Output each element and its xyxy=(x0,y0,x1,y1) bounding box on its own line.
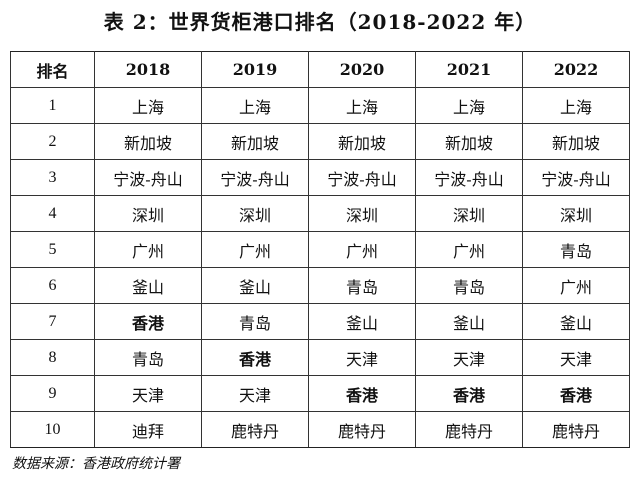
port-cell: 香港 xyxy=(94,303,202,340)
header-year: 2022 xyxy=(522,51,630,88)
port-cell: 釜山 xyxy=(94,267,202,304)
port-cell: 宁波-舟山 xyxy=(415,159,523,196)
port-cell: 上海 xyxy=(415,87,523,124)
port-cell: 宁波-舟山 xyxy=(94,159,202,196)
port-cell: 天津 xyxy=(201,375,309,412)
port-cell: 深圳 xyxy=(94,195,202,232)
port-cell: 新加坡 xyxy=(415,123,523,160)
rank-cell: 1 xyxy=(10,87,95,124)
port-cell: 迪拜 xyxy=(94,411,202,448)
port-cell: 香港 xyxy=(201,339,309,376)
rank-cell: 4 xyxy=(10,195,95,232)
table-row: 1 上海 上海 上海 上海 上海 xyxy=(10,87,630,124)
table-title: 表 2：世界货柜港口排名（2018-2022 年） xyxy=(103,10,537,34)
table-row: 10 迪拜 鹿特丹 鹿特丹 鹿特丹 鹿特丹 xyxy=(10,411,630,448)
port-cell: 鹿特丹 xyxy=(522,411,630,448)
rank-cell: 5 xyxy=(10,231,95,268)
table-row: 8 青岛 香港 天津 天津 天津 xyxy=(10,339,630,376)
header-year: 2018 xyxy=(94,51,202,88)
port-cell: 宁波-舟山 xyxy=(522,159,630,196)
rank-cell: 9 xyxy=(10,375,95,412)
table-row: 5 广州 广州 广州 广州 青岛 xyxy=(10,231,630,268)
port-cell: 深圳 xyxy=(415,195,523,232)
table-row: 4 深圳 深圳 深圳 深圳 深圳 xyxy=(10,195,630,232)
port-cell: 青岛 xyxy=(522,231,630,268)
port-cell: 深圳 xyxy=(522,195,630,232)
rank-cell: 8 xyxy=(10,339,95,376)
port-cell: 香港 xyxy=(522,375,630,412)
port-cell: 釜山 xyxy=(415,303,523,340)
port-cell: 新加坡 xyxy=(308,123,416,160)
port-cell: 广州 xyxy=(308,231,416,268)
port-cell: 青岛 xyxy=(201,303,309,340)
port-cell: 广州 xyxy=(94,231,202,268)
port-cell: 香港 xyxy=(415,375,523,412)
table-row: 9 天津 天津 香港 香港 香港 xyxy=(10,375,630,412)
port-cell: 新加坡 xyxy=(522,123,630,160)
table-row: 6 釜山 釜山 青岛 青岛 广州 xyxy=(10,267,630,304)
port-cell: 釜山 xyxy=(308,303,416,340)
rank-cell: 10 xyxy=(10,411,95,448)
port-cell: 香港 xyxy=(308,375,416,412)
port-cell: 釜山 xyxy=(201,267,309,304)
header-rank: 排名 xyxy=(10,51,95,88)
table-row: 3 宁波-舟山 宁波-舟山 宁波-舟山 宁波-舟山 宁波-舟山 xyxy=(10,159,630,196)
header-year: 2021 xyxy=(415,51,523,88)
port-ranking-table: 排名 2018 2019 2020 2021 2022 1 上海 上海 上海 上海 上海 2… xyxy=(10,51,630,448)
port-cell: 上海 xyxy=(308,87,416,124)
port-cell: 青岛 xyxy=(308,267,416,304)
port-cell: 广州 xyxy=(522,267,630,304)
port-cell: 天津 xyxy=(522,339,630,376)
port-cell: 天津 xyxy=(94,375,202,412)
rank-cell: 7 xyxy=(10,303,95,340)
port-cell: 上海 xyxy=(522,87,630,124)
port-cell: 青岛 xyxy=(415,267,523,304)
port-cell: 鹿特丹 xyxy=(415,411,523,448)
port-cell: 深圳 xyxy=(308,195,416,232)
port-cell: 天津 xyxy=(308,339,416,376)
port-cell: 天津 xyxy=(415,339,523,376)
table-header-row: 排名 2018 2019 2020 2021 2022 xyxy=(10,51,630,88)
port-cell: 鹿特丹 xyxy=(308,411,416,448)
port-cell: 新加坡 xyxy=(94,123,202,160)
data-source-note: 数据来源：香港政府统计署 xyxy=(12,456,180,472)
port-cell: 深圳 xyxy=(201,195,309,232)
port-cell: 釜山 xyxy=(522,303,630,340)
rank-cell: 6 xyxy=(10,267,95,304)
port-cell: 新加坡 xyxy=(201,123,309,160)
rank-cell: 2 xyxy=(10,123,95,160)
port-cell: 上海 xyxy=(201,87,309,124)
header-year: 2019 xyxy=(201,51,309,88)
port-cell: 青岛 xyxy=(94,339,202,376)
rank-cell: 3 xyxy=(10,159,95,196)
port-cell: 广州 xyxy=(201,231,309,268)
header-year: 2020 xyxy=(308,51,416,88)
port-cell: 广州 xyxy=(415,231,523,268)
table-row: 2 新加坡 新加坡 新加坡 新加坡 新加坡 xyxy=(10,123,630,160)
table-row: 7 香港 青岛 釜山 釜山 釜山 xyxy=(10,303,630,340)
port-cell: 鹿特丹 xyxy=(201,411,309,448)
port-cell: 上海 xyxy=(94,87,202,124)
port-cell: 宁波-舟山 xyxy=(308,159,416,196)
port-cell: 宁波-舟山 xyxy=(201,159,309,196)
